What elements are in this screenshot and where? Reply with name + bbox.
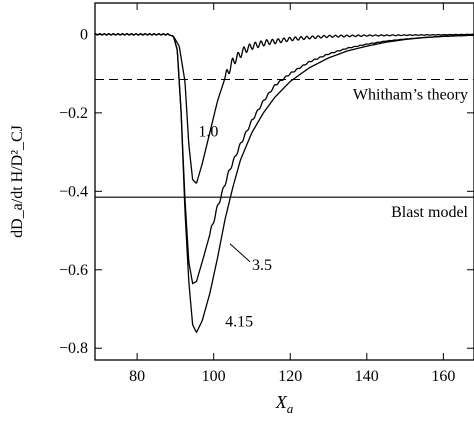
- x-tick-label: 100: [202, 368, 226, 385]
- series-line: [94, 33, 474, 334]
- reference-label-bg: [330, 84, 470, 105]
- curve-label: 4.15: [225, 314, 253, 331]
- curve-label: 1.0: [198, 123, 218, 140]
- x-tick-label: 140: [355, 368, 379, 385]
- x-axis-label-sub: a: [287, 401, 294, 416]
- curve-label-leader: [229, 243, 251, 263]
- y-tick-label: −0.2: [59, 105, 88, 122]
- y-tick-label: −0.4: [59, 183, 88, 200]
- reference-label-bg: [371, 202, 470, 223]
- axis-ticks: [95, 3, 474, 360]
- curve-annotations: 1.0 3.5 4.15: [198, 123, 272, 330]
- y-axis-label: dD_a/dt H/D²_CJ: [9, 125, 26, 238]
- x-tick-label: 120: [278, 368, 302, 385]
- series-line: [94, 33, 474, 285]
- series-line: [94, 33, 474, 184]
- y-tick-label: −0.8: [59, 340, 88, 357]
- axis-tick-labels: 80 100 120 140 160 0 −0.2 −0.4 −0.6 −0.8: [59, 26, 455, 385]
- reference-lines: Whitham’s theory Blast model: [95, 78, 474, 223]
- x-tick-label: 80: [129, 368, 145, 385]
- plot-frame: [94, 2, 474, 361]
- y-tick-label: −0.6: [59, 262, 88, 279]
- x-tick-label: 160: [431, 368, 455, 385]
- curve-label: 3.5: [252, 257, 272, 274]
- plot-lines: [94, 33, 474, 334]
- x-axis-label-main: X: [275, 392, 288, 412]
- reference-line-label: Whitham’s theory: [353, 87, 468, 104]
- y-tick-label: 0: [80, 26, 88, 43]
- x-axis-label: Xa: [275, 392, 294, 416]
- reference-line-label: Blast model: [391, 204, 468, 221]
